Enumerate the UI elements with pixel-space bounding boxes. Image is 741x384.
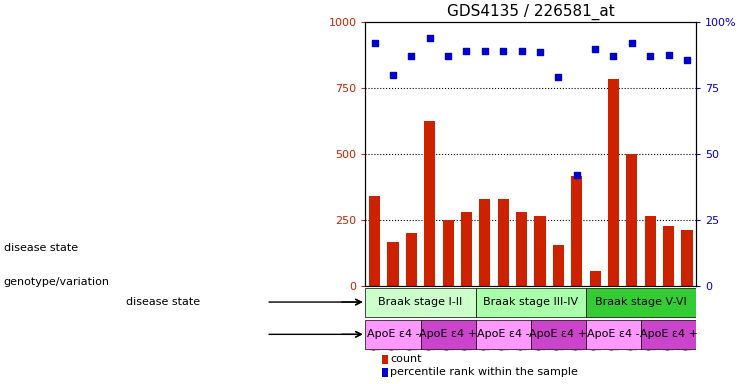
Bar	[388, 242, 399, 286]
Point	[516, 48, 528, 54]
Point	[608, 53, 619, 59]
Bar	[479, 199, 491, 286]
Point	[369, 40, 381, 46]
Point	[461, 48, 473, 54]
Bar	[406, 233, 417, 286]
Point	[424, 35, 436, 41]
Bar	[382, 355, 388, 364]
Bar	[516, 212, 527, 286]
Bar	[608, 78, 619, 286]
Bar	[442, 220, 453, 286]
Point	[626, 40, 638, 46]
Bar	[425, 121, 435, 286]
Text: count: count	[391, 354, 422, 364]
Bar	[382, 368, 388, 377]
Bar	[498, 199, 509, 286]
Bar	[590, 271, 601, 286]
Text: disease state: disease state	[126, 297, 200, 307]
FancyBboxPatch shape	[476, 320, 531, 349]
Text: genotype/variation: genotype/variation	[4, 277, 110, 287]
Bar	[682, 230, 693, 286]
Bar	[534, 216, 545, 286]
Bar	[461, 212, 472, 286]
Point	[479, 48, 491, 54]
Text: ApoE ε4 -: ApoE ε4 -	[587, 329, 639, 339]
FancyBboxPatch shape	[365, 288, 476, 316]
Bar	[626, 154, 637, 286]
FancyBboxPatch shape	[586, 288, 697, 316]
Text: ApoE ε4 -: ApoE ε4 -	[477, 329, 530, 339]
Bar	[645, 216, 656, 286]
FancyBboxPatch shape	[641, 320, 697, 349]
Text: ApoE ε4 +: ApoE ε4 +	[639, 329, 697, 339]
Text: Braak stage I-II: Braak stage I-II	[379, 297, 462, 307]
Bar	[663, 227, 674, 286]
FancyBboxPatch shape	[421, 320, 476, 349]
Point	[571, 172, 582, 178]
Title: GDS4135 / 226581_at: GDS4135 / 226581_at	[447, 4, 615, 20]
FancyBboxPatch shape	[476, 288, 586, 316]
Text: percentile rank within the sample: percentile rank within the sample	[391, 367, 578, 377]
Point	[553, 74, 565, 80]
Point	[497, 48, 509, 54]
Bar	[571, 176, 582, 286]
Text: disease state: disease state	[4, 243, 78, 253]
Text: Braak stage III-IV: Braak stage III-IV	[483, 297, 579, 307]
Point	[662, 52, 674, 58]
Bar	[553, 245, 564, 286]
Text: ApoE ε4 -: ApoE ε4 -	[367, 329, 419, 339]
Point	[645, 53, 657, 59]
Point	[387, 71, 399, 78]
Text: ApoE ε4 +: ApoE ε4 +	[419, 329, 477, 339]
Point	[442, 53, 454, 59]
Point	[589, 46, 601, 53]
Text: Braak stage V-VI: Braak stage V-VI	[595, 297, 687, 307]
Text: ApoE ε4 +: ApoE ε4 +	[529, 329, 588, 339]
Point	[405, 53, 417, 59]
FancyBboxPatch shape	[586, 320, 641, 349]
FancyBboxPatch shape	[531, 320, 586, 349]
Bar	[369, 196, 380, 286]
Point	[534, 49, 546, 55]
Point	[681, 57, 693, 63]
FancyBboxPatch shape	[365, 320, 421, 349]
